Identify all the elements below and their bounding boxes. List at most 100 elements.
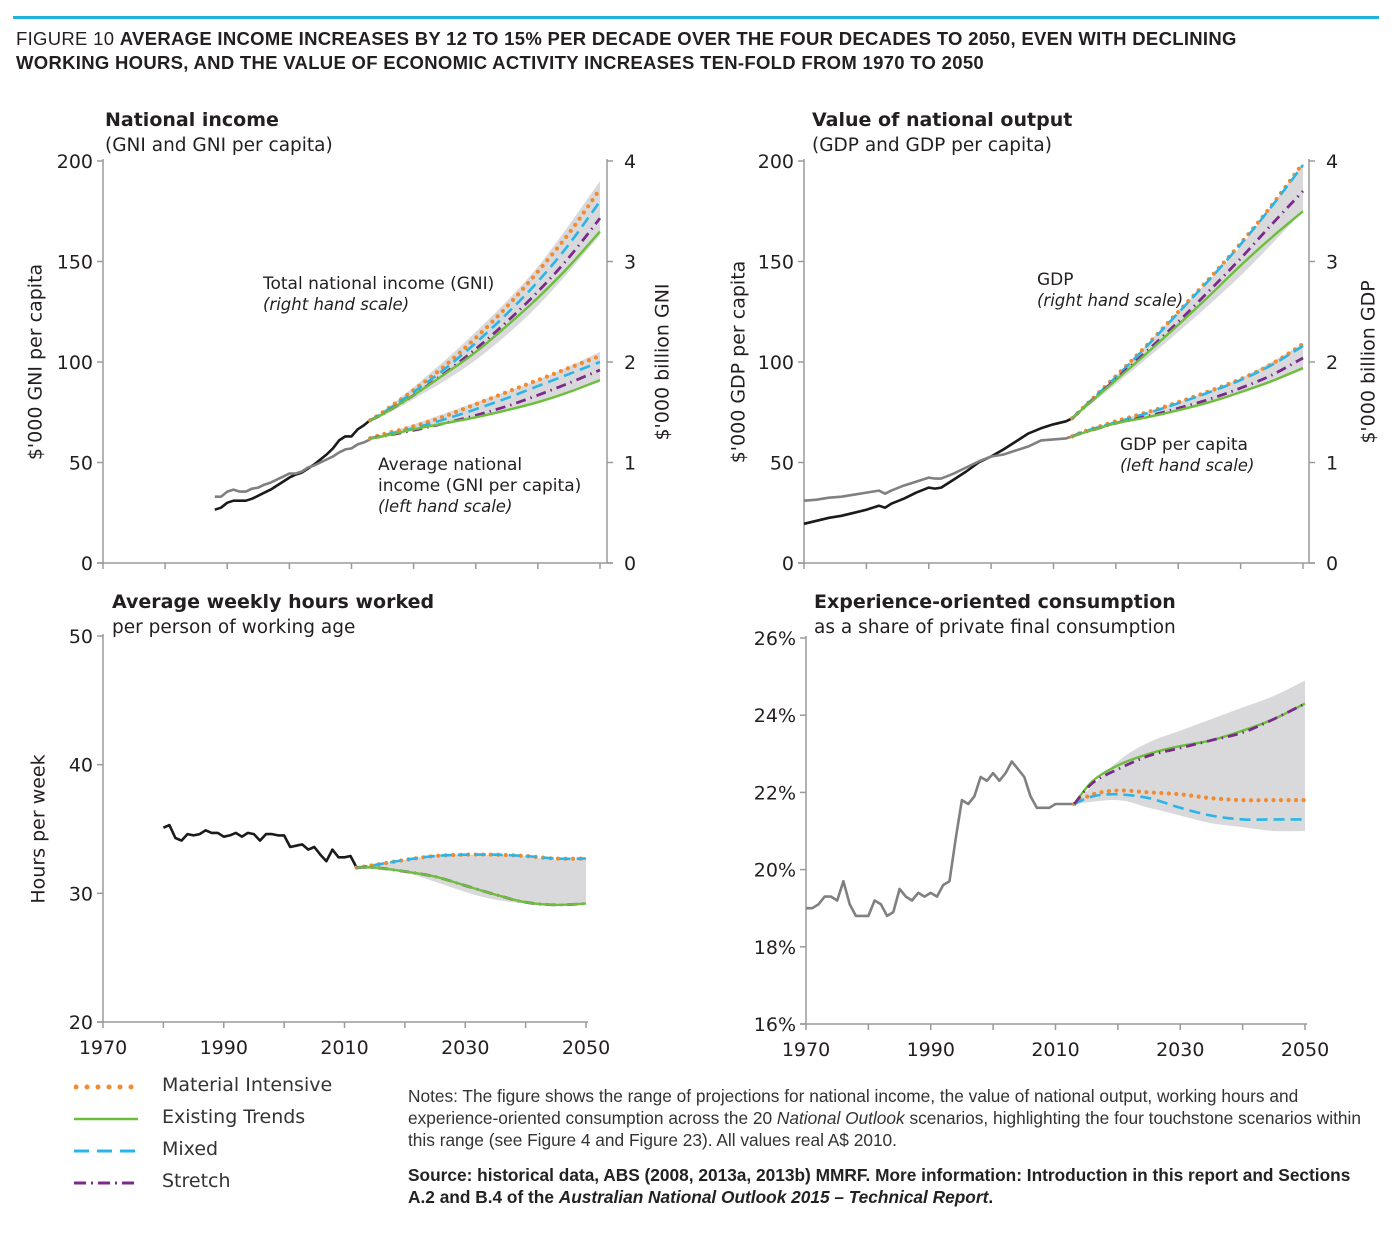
dashed-line-swatch-icon [74, 1149, 138, 1153]
legend-label: Stretch [162, 1170, 231, 1192]
series-line-existing-trends [369, 230, 601, 422]
annotation-label: GDP per capita [1120, 435, 1248, 455]
historical-line [803, 435, 1073, 502]
chart-weekly-hours: Average weekly hours worked per person of… [28, 591, 611, 1059]
figure-title-line1: AVERAGE INCOME INCREASES BY 12 TO 15% PE… [119, 28, 1237, 49]
y-tick-label-right: 2 [1326, 352, 1338, 374]
y-tick-label-right: 1 [624, 453, 636, 475]
x-tick-label: 2030 [1156, 1039, 1204, 1061]
x-tick-label: 1990 [200, 1037, 248, 1059]
figure-top-rule [13, 16, 1379, 19]
series-line-material-intensive [1072, 788, 1308, 807]
y-tick-label: 24% [754, 705, 796, 727]
historical-line [806, 760, 1075, 918]
y-tick-label: 50 [69, 626, 93, 648]
legend-label: Mixed [162, 1138, 219, 1160]
series-line-mixed [1071, 164, 1305, 420]
scenario-range-band [356, 854, 586, 905]
series-line-existing-trends [1073, 702, 1306, 805]
y-tick-label: 16% [754, 1014, 796, 1036]
series-line-stretch [1073, 702, 1306, 805]
annotation-sublabel: (left hand scale) [1120, 456, 1254, 475]
chart-experience-consumption: Experience-oriented consumption as a shar… [754, 591, 1329, 1061]
y-tick-label-right: 4 [1326, 151, 1338, 173]
chart-subtitle: (GDP and GDP per capita) [812, 135, 1052, 156]
y-tick-label: 150 [57, 252, 93, 274]
historical-line [162, 823, 358, 869]
source-text-end: . [988, 1187, 994, 1207]
y-axis-label: $'000 GNI per capita [25, 264, 47, 460]
series-line-existing-trends [1071, 366, 1304, 438]
annotation-sublabel: (right hand scale) [263, 295, 409, 314]
y-tick-label-right: 3 [1326, 252, 1338, 274]
notes-text-end: scenarios, highlighting the four touchst… [408, 1108, 1361, 1150]
chart-subtitle: (GNI and GNI per capita) [105, 135, 333, 156]
chart-national-income: National income (GNI and GNI per capita) 0… [25, 109, 674, 575]
y-tick-label: 20 [69, 1012, 93, 1034]
chart-title: Experience-oriented consumption [814, 591, 1176, 613]
y-tick-label: 40 [69, 755, 93, 777]
figure-title-line2: WORKING HOURS, AND THE VALUE OF ECONOMIC… [16, 52, 985, 73]
y-tick-label: 100 [57, 352, 93, 374]
series-line-existing-trends [1071, 210, 1304, 420]
x-tick-label: 1990 [907, 1039, 955, 1061]
series-line-stretch [369, 368, 601, 440]
annotation-sublabel: (right hand scale) [1037, 291, 1183, 310]
figure-title: FIGURE 10 AVERAGE INCOME INCREASES BY 12… [16, 27, 1386, 75]
series-line-existing-trends [356, 866, 587, 907]
y-tick-label: 22% [754, 782, 796, 804]
chart-national-output: Value of national output (GDP and GDP per… [728, 109, 1380, 575]
notes-text: Notes: The figure shows the range of pro… [408, 1086, 1299, 1128]
historical-line [214, 419, 371, 511]
y-tick-label-right: 4 [624, 151, 636, 173]
y-tick-label-right: 2 [624, 352, 636, 374]
annotation-sublabel: (left hand scale) [378, 497, 512, 516]
y-axis-label-right: $'000 billion GNI [652, 283, 674, 440]
y-axis-label: $'000 GDP per capita [728, 261, 750, 464]
chart-title: Value of national output [812, 109, 1072, 131]
figure-label: FIGURE 10 [16, 28, 115, 49]
y-axis-label-right: $'000 billion GDP [1358, 280, 1380, 443]
y-tick-label: 100 [758, 352, 794, 374]
figure-notes: Notes: The figure shows the range of pro… [408, 1085, 1368, 1151]
dotted-line-swatch-icon [74, 1084, 138, 1090]
legend-label: Material Intensive [162, 1074, 333, 1096]
chart-title: National income [105, 109, 279, 131]
x-tick-label: 1970 [79, 1037, 127, 1059]
y-tick-label-right: 1 [1326, 453, 1338, 475]
source-text: Source: historical data, ABS (2008, 2013… [408, 1165, 1351, 1207]
y-tick-label-right: 0 [1326, 553, 1338, 575]
source-italic: Australian National Outlook 2015 – Techn… [558, 1187, 989, 1207]
y-tick-label: 18% [754, 937, 796, 959]
series-line-mixed [356, 853, 587, 869]
y-tick-label: 50 [69, 453, 93, 475]
y-axis-label: Hours per week [28, 754, 50, 903]
chart-subtitle: per person of working age [112, 617, 355, 638]
y-tick-label: 26% [754, 628, 796, 650]
annotation-label: Average national [378, 455, 522, 475]
y-tick-label: 0 [782, 553, 794, 575]
annotation-label: GDP [1037, 270, 1074, 290]
legend-label: Existing Trends [162, 1106, 306, 1128]
annotation-label: income (GNI per capita) [378, 476, 581, 496]
dash-dot-line-swatch-icon [74, 1181, 138, 1185]
series-line-existing-trends [369, 378, 601, 440]
y-tick-label: 200 [57, 151, 93, 173]
y-tick-label: 0 [81, 553, 93, 575]
notes-italic: National Outlook [776, 1108, 905, 1128]
scenario-range-band [370, 351, 600, 440]
y-tick-label-right: 3 [624, 252, 636, 274]
historical-line [803, 417, 1073, 526]
y-tick-label: 30 [69, 883, 93, 905]
y-tick-label: 150 [758, 252, 794, 274]
historical-line [214, 438, 371, 498]
x-tick-label: 2010 [320, 1037, 368, 1059]
series-line-stretch [1071, 356, 1304, 438]
y-tick-label: 50 [770, 453, 794, 475]
scenario-range-band [1074, 680, 1305, 832]
x-tick-label: 2010 [1031, 1039, 1079, 1061]
solid-line-swatch-icon [74, 1117, 138, 1121]
annotation-label: Total national income (GNI) [262, 274, 494, 294]
series-line-mixed [1073, 792, 1305, 822]
